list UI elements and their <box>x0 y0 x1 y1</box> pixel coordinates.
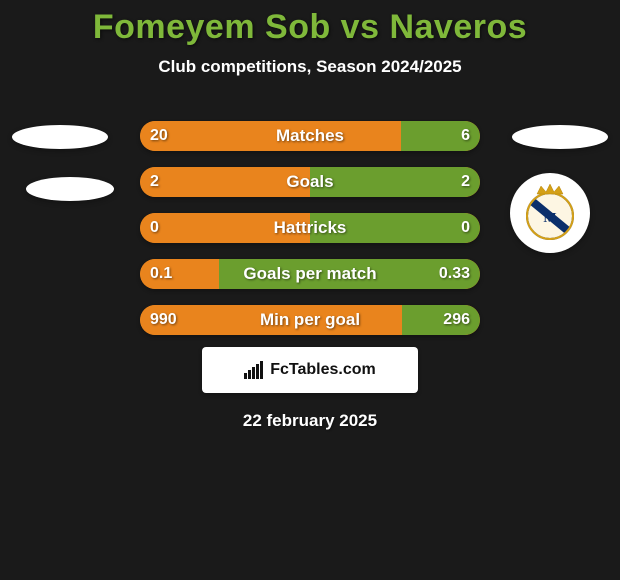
stat-row: Matches20 6 <box>140 121 480 151</box>
snapshot-date: 22 february 2025 <box>0 411 620 431</box>
stat-row: Goals per match0.1 0.33 <box>140 259 480 289</box>
comparison-subtitle: Club competitions, Season 2024/2025 <box>0 57 620 77</box>
stat-label: Hattricks <box>140 213 480 243</box>
stat-value-right: 0.33 <box>439 259 470 289</box>
stat-label: Min per goal <box>140 305 480 335</box>
attribution-badge: FcTables.com <box>202 347 418 393</box>
stat-value-left: 0.1 <box>150 259 172 289</box>
comparison-card: Fomeyem Sob vs Naveros Club competitions… <box>0 0 620 580</box>
player-right-avatar <box>512 125 608 149</box>
stat-value-right: 296 <box>443 305 470 335</box>
attribution-text: FcTables.com <box>270 361 376 379</box>
stat-row: Hattricks0 0 <box>140 213 480 243</box>
bar-chart-icon <box>244 361 264 379</box>
stat-value-right: 6 <box>461 121 470 151</box>
stat-value-left: 0 <box>150 213 159 243</box>
stat-label: Matches <box>140 121 480 151</box>
stat-value-right: 2 <box>461 167 470 197</box>
stat-value-left: 990 <box>150 305 177 335</box>
club-crest-right: M <box>510 173 590 253</box>
stat-label: Goals <box>140 167 480 197</box>
real-madrid-icon: M <box>519 182 581 244</box>
stat-value-right: 0 <box>461 213 470 243</box>
stat-value-left: 2 <box>150 167 159 197</box>
comparison-title: Fomeyem Sob vs Naveros <box>0 0 620 47</box>
stats-area: Matches20 6 Goals2 2 Hattricks0 0 Goals per ma… <box>0 105 620 335</box>
stat-value-left: 20 <box>150 121 168 151</box>
player-left-avatar-1 <box>12 125 108 149</box>
stat-label: Goals per match <box>140 259 480 289</box>
stat-row: Goals2 2 <box>140 167 480 197</box>
svg-text:M: M <box>543 211 556 226</box>
stat-row: Min per goal990 296 <box>140 305 480 335</box>
player-left-avatar-2 <box>26 177 114 201</box>
